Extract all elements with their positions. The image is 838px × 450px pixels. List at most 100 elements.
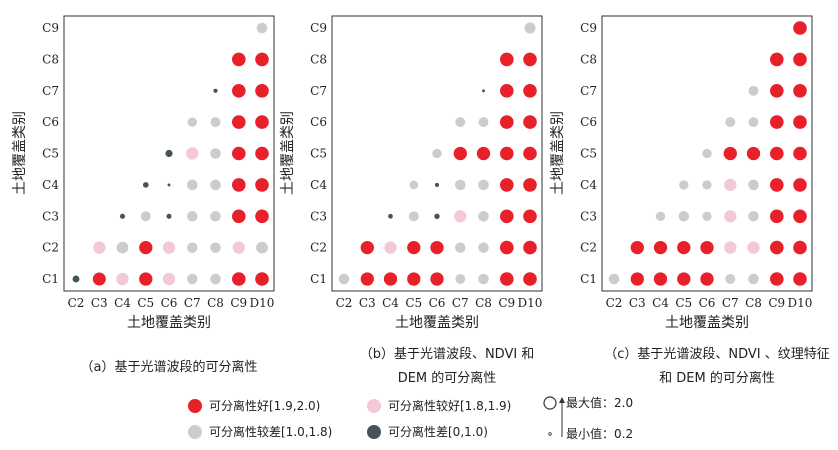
x-tick-c7: C7 — [722, 296, 739, 310]
point-c2-c4 — [116, 241, 129, 254]
x-tick-c6: C6 — [699, 296, 716, 310]
point-c3-c4 — [388, 213, 393, 219]
x-tick-c6: C6 — [429, 296, 446, 310]
point-c1-c7 — [187, 273, 198, 285]
x-tick-c8: C8 — [745, 296, 762, 310]
point-c1-c2 — [72, 275, 80, 283]
point-c4-c7 — [187, 179, 198, 191]
x-tick-c5: C5 — [405, 296, 422, 310]
point-c4-d10 — [523, 178, 537, 192]
point-c2-c6 — [700, 240, 714, 255]
point-c1-c8 — [478, 273, 489, 285]
point-c8-c9 — [232, 52, 246, 67]
y-tick-c8: C8 — [580, 52, 597, 66]
x-tick-c5: C5 — [675, 296, 692, 310]
point-c9-d10 — [256, 22, 268, 34]
point-c3-c6 — [702, 211, 712, 221]
point-c3-c8 — [478, 211, 489, 222]
x-tick-c6: C6 — [161, 296, 178, 310]
point-c6-c7 — [455, 117, 466, 128]
legend-item-fair: 可分离性较好[1.8,1.9) — [367, 398, 511, 413]
point-c4-d10 — [793, 178, 807, 192]
y-axis-label: 土地覆盖类别 — [550, 111, 566, 195]
point-c3-c4 — [119, 213, 126, 219]
point-c4-c9 — [232, 178, 246, 192]
x-tick-c9: C9 — [230, 296, 247, 310]
size-legend: 最大值：2.0 最小值：0.2 — [543, 395, 633, 441]
point-c2-c5 — [677, 240, 691, 255]
legend-swatch-poor — [188, 425, 202, 439]
point-c5-c6 — [165, 149, 173, 158]
y-tick-labels: C1 C2 C3 C4 C5 C6 C7 C8 C9 — [310, 21, 327, 286]
point-c2-c8 — [747, 241, 760, 254]
legend-label-fair: 可分离性较好[1.8,1.9) — [388, 398, 511, 413]
point-c6-d10 — [793, 115, 807, 129]
point-c6-d10 — [255, 115, 269, 129]
y-tick-c3: C3 — [42, 209, 59, 223]
y-tick-c8: C8 — [42, 52, 59, 66]
point-c4-c5 — [409, 180, 419, 190]
point-c5-c6 — [432, 148, 442, 159]
point-c1-d10 — [255, 272, 269, 286]
point-c7-c8 — [482, 89, 485, 93]
point-c2-c9 — [500, 240, 514, 255]
point-c1-c2 — [608, 273, 620, 285]
y-axis-label: 土地覆盖类别 — [280, 111, 296, 195]
point-c3-c5 — [140, 211, 151, 222]
legend: 可分离性好[1.9,2.0) 可分离性较好[1.8,1.9) 可分离性较差[1.… — [188, 395, 633, 441]
point-c5-c6 — [702, 148, 712, 159]
x-tick-labels: C2 C3 C4 C5 C6 C7 C8 C9 D10 — [336, 296, 543, 310]
size-legend-max-circle — [543, 396, 557, 410]
point-c1-c9 — [770, 272, 784, 286]
point-c6-c7 — [187, 117, 197, 127]
y-tick-c3: C3 — [310, 209, 327, 223]
y-tick-c7: C7 — [310, 84, 327, 98]
y-tick-c6: C6 — [580, 115, 597, 129]
point-c5-c8 — [476, 146, 491, 161]
point-c1-d10 — [793, 272, 807, 286]
point-c3-c9 — [770, 209, 784, 224]
scatter-marks — [338, 22, 537, 286]
point-c1-c3 — [630, 272, 644, 286]
legend-label-good: 可分离性好[1.9,2.0) — [209, 398, 320, 413]
point-c2-c5 — [139, 240, 153, 255]
x-tick-c9: C9 — [768, 296, 785, 310]
point-c1-c6 — [430, 272, 444, 286]
panel-caption-line2: DEM 的可分离性 — [398, 370, 497, 386]
point-c7-c9 — [500, 84, 514, 98]
point-c1-c9 — [232, 272, 246, 286]
point-c1-c5 — [677, 272, 691, 286]
size-legend-max-label: 最大值：2.0 — [566, 395, 633, 410]
x-tick-c2: C2 — [606, 296, 623, 310]
point-c9-d10 — [524, 22, 536, 34]
point-c4-c9 — [770, 178, 784, 192]
point-c4-c8 — [210, 179, 221, 191]
point-c7-c9 — [232, 84, 246, 98]
point-c8-d10 — [793, 52, 807, 67]
point-c2-c3 — [630, 240, 644, 255]
point-c1-c4 — [383, 272, 398, 286]
x-tick-labels: C2 C3 C4 C5 C6 C7 C8 C9 D10 — [606, 296, 813, 310]
legend-item-good: 可分离性好[1.9,2.0) — [188, 398, 320, 413]
size-legend-min-label: 最小值：0.2 — [566, 426, 633, 441]
point-c5-d10 — [793, 146, 807, 161]
legend-item-bad: 可分离性差[0,1.0) — [367, 424, 488, 439]
point-c3-c6 — [434, 213, 440, 219]
point-c3-c7 — [454, 210, 467, 223]
point-c1-c4 — [116, 272, 129, 286]
legend-item-poor: 可分离性较差[1.0,1.8) — [188, 424, 332, 439]
point-c9-d10 — [793, 21, 807, 35]
legend-swatch-good — [188, 399, 202, 413]
point-c2-c3 — [93, 241, 106, 254]
point-c4-c8 — [478, 179, 489, 191]
point-c6-c9 — [500, 115, 514, 129]
point-c4-c6 — [434, 182, 440, 187]
point-c5-d10 — [523, 146, 537, 161]
point-c6-c9 — [232, 115, 246, 129]
point-c5-c9 — [770, 146, 784, 161]
point-c3-d10 — [793, 209, 807, 224]
legend-label-bad: 可分离性差[0,1.0) — [388, 424, 488, 439]
point-c1-c6 — [700, 272, 714, 286]
